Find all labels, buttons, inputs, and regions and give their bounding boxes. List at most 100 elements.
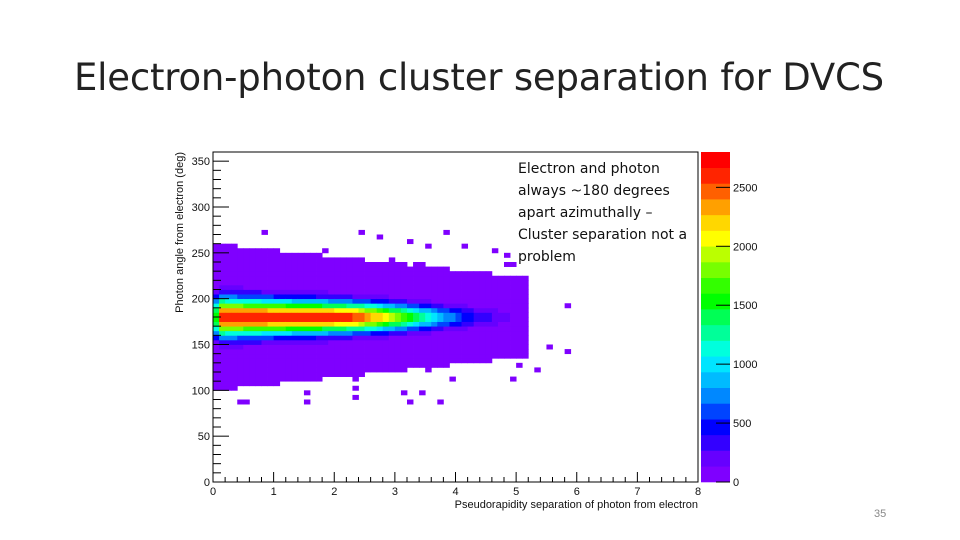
heatmap-cell: [497, 294, 505, 300]
heatmap-cell: [419, 358, 426, 364]
heatmap-cell: [516, 330, 523, 336]
heatmap-cell: [249, 349, 256, 355]
heatmap-cell: [504, 280, 511, 286]
heatmap-cell: [303, 353, 311, 359]
heatmap-cell: [522, 307, 529, 313]
heatmap-cell: [425, 303, 432, 309]
heatmap-cell: [267, 289, 275, 295]
heatmap-cell: [400, 349, 408, 355]
heatmap-cell: [334, 339, 341, 345]
heatmap-cell: [310, 307, 317, 313]
heatmap-cell: [213, 275, 220, 281]
heatmap-cell: [419, 390, 426, 396]
heatmap-cell: [225, 317, 232, 322]
heatmap-cell: [340, 367, 347, 373]
heatmap-cell: [364, 280, 372, 286]
heatmap-cell: [346, 330, 353, 336]
heatmap-cell: [213, 362, 220, 368]
heatmap-cell: [479, 271, 487, 277]
heatmap-cell: [352, 294, 359, 300]
heatmap-cell: [316, 367, 323, 373]
heatmap-cell: [243, 312, 250, 318]
heatmap-cell: [316, 376, 323, 382]
heatmap-cell: [491, 353, 499, 359]
heatmap-cell: [370, 349, 378, 355]
heatmap-cell: [213, 271, 220, 277]
heatmap-cell: [267, 381, 275, 387]
heatmap-cell: [425, 335, 432, 341]
heatmap-cell: [370, 353, 378, 359]
heatmap-cell: [510, 294, 517, 300]
heatmap-cell: [225, 372, 232, 377]
heatmap-cell: [291, 252, 299, 258]
color-scale-segment: [701, 450, 730, 467]
heatmap-cell: [267, 339, 275, 345]
heatmap-cell: [310, 271, 317, 277]
heatmap-cell: [334, 358, 341, 364]
heatmap-cell: [431, 275, 438, 281]
heatmap-cell: [407, 349, 414, 355]
heatmap-cell: [267, 275, 275, 281]
heatmap-cell: [334, 326, 341, 332]
heatmap-cell: [491, 326, 499, 332]
heatmap-cell: [249, 294, 256, 300]
heatmap-cell: [273, 298, 281, 304]
heatmap-cell: [479, 326, 487, 332]
heatmap-cell: [213, 303, 220, 309]
heatmap-cell: [297, 252, 305, 258]
heatmap-cell: [267, 303, 275, 309]
heatmap-cell: [267, 367, 275, 373]
heatmap-cell: [225, 307, 232, 313]
heatmap-cell: [504, 289, 511, 295]
heatmap-cell: [400, 362, 408, 368]
heatmap-cell: [213, 349, 220, 355]
heatmap-cell: [279, 376, 287, 382]
heatmap-cell: [443, 344, 450, 350]
heatmap-cell: [485, 294, 493, 300]
heatmap-cell: [491, 339, 499, 345]
heatmap-cell: [473, 275, 481, 281]
annotation-line: Electron and photon: [518, 161, 660, 177]
heatmap-cell: [449, 303, 456, 309]
heatmap-cell: [255, 376, 262, 382]
heatmap-cell: [237, 271, 244, 277]
heatmap-cell: [322, 321, 329, 327]
color-scale-label: 0: [733, 477, 739, 489]
heatmap-cell: [225, 344, 232, 350]
heatmap-cell: [322, 349, 329, 355]
heatmap-cell: [431, 317, 438, 322]
heatmap-cell: [279, 372, 287, 377]
heatmap-cell: [510, 335, 517, 341]
heatmap-cell: [449, 335, 456, 341]
heatmap-cell: [413, 312, 420, 318]
heatmap-cell: [394, 358, 402, 364]
heatmap-cell: [491, 280, 499, 286]
heatmap-cell: [407, 362, 414, 368]
heatmap-cell: [267, 321, 275, 327]
heatmap-cell: [437, 330, 444, 336]
heatmap-cell: [237, 372, 244, 377]
heatmap-cell: [243, 335, 250, 341]
heatmap-cell: [376, 271, 384, 277]
heatmap-cell: [413, 298, 420, 304]
heatmap-cell: [213, 317, 220, 322]
heatmap-cell: [449, 330, 456, 336]
heatmap-cell: [213, 257, 220, 263]
heatmap-cell: [255, 330, 262, 336]
heatmap-cell: [243, 284, 250, 290]
heatmap-cell: [273, 367, 281, 373]
heatmap-cell: [376, 234, 384, 240]
heatmap-cell: [291, 257, 299, 263]
heatmap-cell: [249, 257, 256, 263]
color-scale-label: 2500: [733, 182, 757, 194]
heatmap-cell: [413, 307, 420, 313]
heatmap-cell: [322, 372, 329, 377]
heatmap-cell: [425, 353, 432, 359]
heatmap-cell: [297, 289, 305, 295]
heatmap-cell: [249, 275, 256, 281]
heatmap-cell: [237, 326, 244, 332]
heatmap-cell: [510, 284, 517, 290]
heatmap-cell: [303, 339, 311, 345]
heatmap-cell: [316, 326, 323, 332]
heatmap-cell: [449, 358, 456, 364]
